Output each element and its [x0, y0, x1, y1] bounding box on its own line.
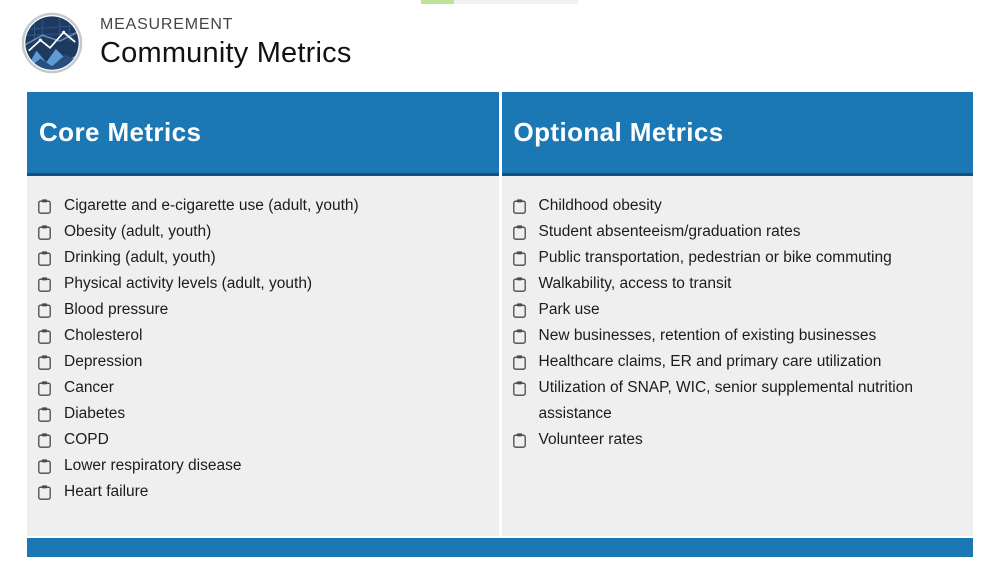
clipboard-icon — [512, 199, 526, 214]
clipboard-icon — [38, 433, 51, 448]
list-item-label: Park use — [538, 301, 600, 318]
clipboard-icon — [38, 485, 51, 500]
clipboard-icon — [512, 251, 526, 266]
list-item-label: Obesity (adult, youth) — [64, 223, 212, 240]
list-item-label: COPD — [64, 431, 109, 448]
optional-metrics-header: Optional Metrics — [501, 92, 973, 176]
list-item-label: Physical activity levels (adult, youth) — [64, 275, 313, 292]
list-item-label: Heart failure — [64, 483, 149, 500]
list-item: Walkability, access to transit — [512, 271, 960, 297]
list-item-label: Diabetes — [64, 405, 126, 422]
list-item: Healthcare claims, ER and primary care u… — [512, 349, 960, 375]
clipboard-icon — [512, 277, 526, 292]
list-item-label: Healthcare claims, ER and primary care u… — [538, 353, 882, 370]
list-item-label: Childhood obesity — [538, 197, 662, 214]
list-item: New businesses, retention of existing bu… — [512, 323, 960, 349]
list-item-label: Public transportation, pedestrian or bik… — [538, 249, 892, 266]
clipboard-icon — [512, 355, 526, 370]
list-item-label: Cigarette and e-cigarette use (adult, yo… — [64, 197, 359, 214]
clipboard-icon — [512, 433, 526, 448]
clipboard-icon — [38, 277, 51, 292]
progress-bar-fill — [421, 0, 454, 4]
core-metrics-list: Cigarette and e-cigarette use (adult, yo… — [38, 193, 485, 505]
list-item: Heart failure — [38, 479, 485, 505]
list-item: Lower respiratory disease — [38, 453, 485, 479]
clipboard-icon — [38, 355, 51, 370]
list-item-label: Blood pressure — [64, 301, 169, 318]
list-item: Volunteer rates — [512, 427, 960, 453]
list-item-label: Utilization of SNAP, WIC, senior supplem… — [538, 379, 913, 422]
list-item: Drinking (adult, youth) — [38, 245, 485, 271]
clipboard-icon — [512, 381, 526, 396]
list-item-label: Cholesterol — [64, 327, 143, 344]
table-body: Cigarette and e-cigarette use (adult, yo… — [27, 176, 973, 536]
core-metrics-header: Core Metrics — [27, 92, 499, 176]
clipboard-icon — [38, 381, 51, 396]
list-item: Childhood obesity — [512, 193, 960, 219]
list-item: Physical activity levels (adult, youth) — [38, 271, 485, 297]
list-item-label: Walkability, access to transit — [538, 275, 732, 292]
metrics-table: Core Metrics Optional Metrics Cigarette … — [27, 92, 973, 536]
list-item: Cholesterol — [38, 323, 485, 349]
list-item: Utilization of SNAP, WIC, senior supplem… — [512, 375, 960, 427]
clipboard-icon — [512, 329, 526, 344]
page-title: Community Metrics — [100, 37, 352, 69]
optional-metrics-list: Childhood obesity Student absenteeism/gr… — [512, 193, 960, 453]
list-item: COPD — [38, 427, 485, 453]
list-item: Diabetes — [38, 401, 485, 427]
table-header-row: Core Metrics Optional Metrics — [27, 92, 973, 176]
list-item-label: Drinking (adult, youth) — [64, 249, 216, 266]
list-item-label: Volunteer rates — [538, 431, 643, 448]
clipboard-icon — [38, 199, 51, 214]
progress-bar-track — [421, 0, 578, 4]
list-item-label: Cancer — [64, 379, 114, 396]
brand-header: MEASUREMENT Community Metrics — [21, 12, 352, 74]
clipboard-icon — [512, 225, 526, 240]
list-item-label: Student absenteeism/graduation rates — [538, 223, 801, 240]
clipboard-icon — [38, 329, 51, 344]
eyebrow-label: MEASUREMENT — [100, 16, 234, 33]
list-item: Blood pressure — [38, 297, 485, 323]
clipboard-icon — [38, 303, 51, 318]
list-item: Student absenteeism/graduation rates — [512, 219, 960, 245]
clipboard-icon — [38, 225, 51, 240]
clipboard-icon — [512, 303, 526, 318]
list-item: Obesity (adult, youth) — [38, 219, 485, 245]
list-item: Cancer — [38, 375, 485, 401]
footer-accent-bar — [27, 538, 973, 557]
list-item: Public transportation, pedestrian or bik… — [512, 245, 960, 271]
list-item: Cigarette and e-cigarette use (adult, yo… — [38, 193, 485, 219]
list-item-label: Lower respiratory disease — [64, 457, 242, 474]
clipboard-icon — [38, 251, 51, 266]
optional-metrics-column: Childhood obesity Student absenteeism/gr… — [501, 176, 973, 536]
clipboard-icon — [38, 407, 51, 422]
clipboard-icon — [38, 459, 51, 474]
list-item-label: New businesses, retention of existing bu… — [538, 327, 877, 344]
list-item: Park use — [512, 297, 960, 323]
list-item: Depression — [38, 349, 485, 375]
analytics-chart-logo-icon — [21, 12, 83, 74]
core-metrics-column: Cigarette and e-cigarette use (adult, yo… — [27, 176, 499, 536]
list-item-label: Depression — [64, 353, 143, 370]
